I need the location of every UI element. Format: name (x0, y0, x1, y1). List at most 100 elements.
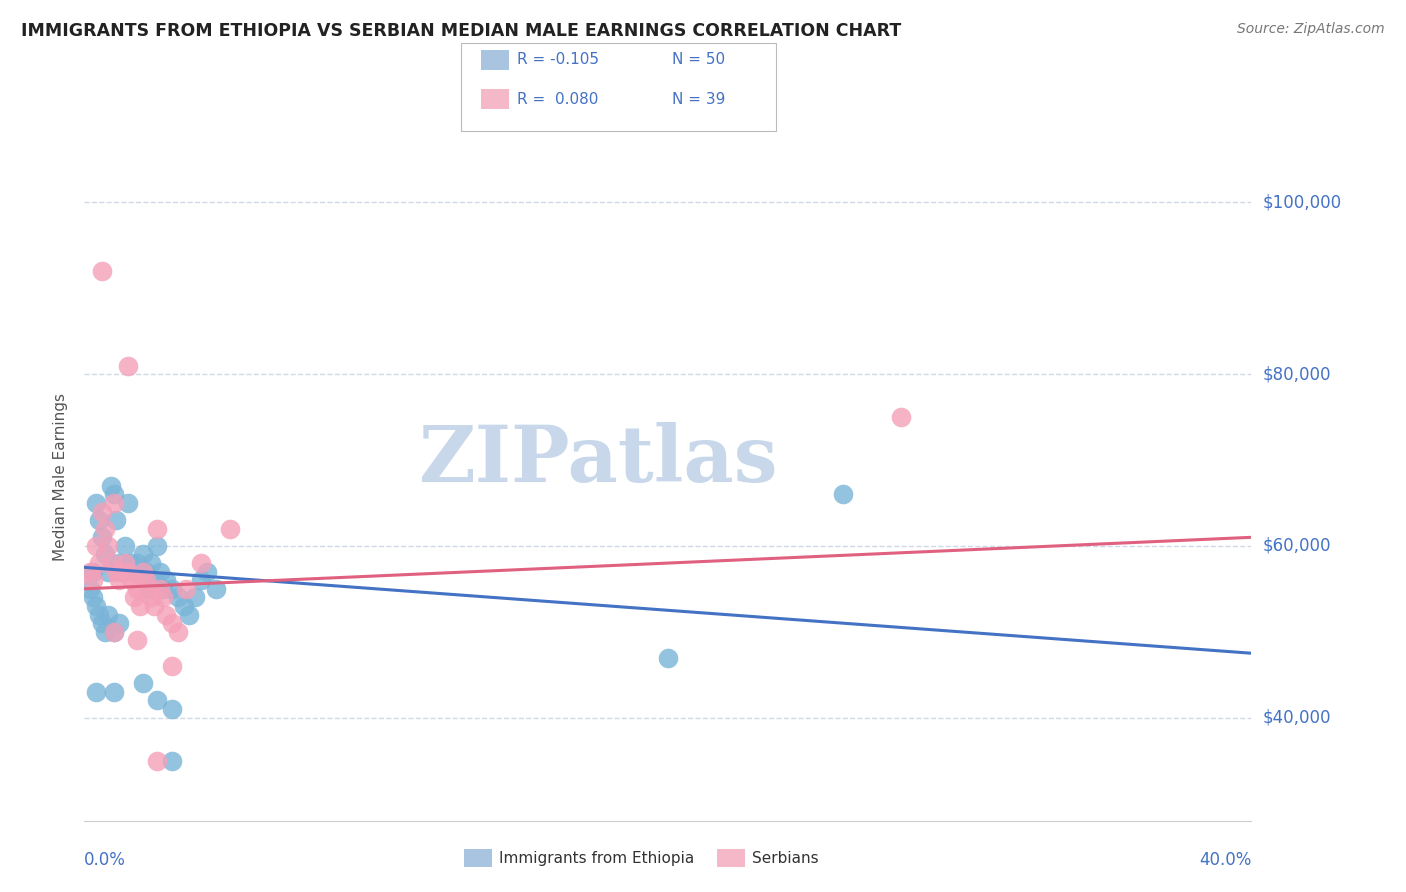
Point (108, 556, 131, 570)
Point (100, 556, 122, 570)
Point (108, 616, 131, 631)
Point (105, 513, 128, 527)
Point (143, 574, 166, 588)
Text: $40,000: $40,000 (1263, 708, 1331, 727)
Point (111, 565, 134, 579)
Point (108, 574, 131, 588)
Point (184, 591, 207, 605)
Point (87, 607, 110, 622)
Point (135, 565, 157, 579)
Point (160, 659, 183, 673)
Point (90, 505, 112, 519)
Text: N = 39: N = 39 (672, 92, 725, 106)
Point (152, 591, 174, 605)
Text: IMMIGRANTS FROM ETHIOPIA VS SERBIAN MEDIAN MALE EARNINGS CORRELATION CHART: IMMIGRANTS FROM ETHIOPIA VS SERBIAN MEDI… (21, 22, 901, 40)
Point (94, 548, 117, 562)
Point (105, 565, 128, 579)
Point (125, 633, 148, 648)
Point (132, 676, 155, 690)
Point (87, 556, 110, 570)
Point (138, 582, 160, 596)
Point (84, 599, 107, 613)
Point (87, 513, 110, 527)
Point (195, 565, 218, 579)
Text: $80,000: $80,000 (1263, 365, 1331, 384)
Point (114, 556, 136, 570)
Point (146, 754, 169, 768)
Point (82, 574, 104, 588)
Point (122, 591, 145, 605)
Point (190, 574, 212, 588)
Point (79, 565, 101, 579)
Point (155, 607, 177, 622)
Point (173, 599, 195, 613)
Point (84, 539, 107, 553)
Point (79, 582, 101, 596)
Point (179, 607, 201, 622)
Text: R =  0.080: R = 0.080 (517, 92, 599, 106)
Point (149, 565, 172, 579)
Text: $60,000: $60,000 (1263, 537, 1331, 555)
Point (160, 582, 183, 596)
Y-axis label: Median Male Earnings: Median Male Earnings (53, 393, 69, 561)
Point (166, 624, 188, 639)
Point (138, 582, 160, 596)
Point (103, 624, 125, 639)
Point (111, 565, 134, 579)
Point (155, 574, 177, 588)
Point (141, 591, 163, 605)
Point (890, 410, 912, 425)
Point (117, 565, 139, 579)
Point (166, 591, 188, 605)
Point (120, 574, 142, 588)
Point (128, 599, 150, 613)
Text: $100,000: $100,000 (1263, 194, 1341, 211)
Point (82, 591, 104, 605)
Point (190, 556, 212, 570)
Point (84, 496, 107, 510)
Point (132, 565, 155, 579)
Text: 40.0%: 40.0% (1199, 851, 1251, 869)
Point (97, 607, 120, 622)
Point (94, 624, 117, 639)
Point (152, 582, 174, 596)
Point (135, 574, 157, 588)
Point (97, 565, 120, 579)
Point (97, 539, 120, 553)
Point (219, 522, 242, 536)
Point (146, 522, 169, 536)
Text: N = 50: N = 50 (672, 53, 725, 67)
Point (103, 487, 125, 501)
Point (160, 616, 183, 631)
Point (125, 556, 148, 570)
Text: 0.0%: 0.0% (84, 851, 127, 869)
Point (90, 530, 112, 544)
Point (100, 479, 122, 493)
Point (103, 624, 125, 639)
Point (176, 582, 198, 596)
Point (90, 616, 112, 631)
Point (160, 754, 183, 768)
Point (90, 264, 112, 278)
Point (132, 548, 155, 562)
Point (103, 685, 125, 699)
Point (117, 496, 139, 510)
Text: Serbians: Serbians (752, 851, 818, 865)
Point (160, 702, 183, 716)
Point (94, 522, 117, 536)
Text: R = -0.105: R = -0.105 (517, 53, 599, 67)
Point (146, 693, 169, 707)
Point (657, 650, 679, 665)
Point (82, 565, 104, 579)
Text: ZIPatlas: ZIPatlas (418, 422, 778, 498)
Text: Immigrants from Ethiopia: Immigrants from Ethiopia (499, 851, 695, 865)
Point (143, 599, 166, 613)
Point (122, 565, 145, 579)
Point (832, 487, 855, 501)
Point (84, 685, 107, 699)
Point (125, 582, 148, 596)
Point (114, 539, 136, 553)
Point (103, 496, 125, 510)
Point (141, 556, 163, 570)
Point (117, 359, 139, 373)
